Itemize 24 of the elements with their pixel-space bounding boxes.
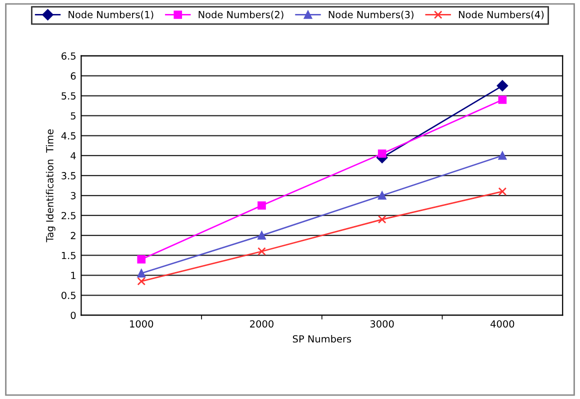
y-tick-label: 3 (70, 192, 76, 200)
y-tick-label: 5 (70, 112, 76, 120)
y-tick-label: 3.5 (62, 172, 76, 180)
y-tick-label: 2 (70, 232, 76, 240)
legend-label: Node Numbers(4) (458, 10, 544, 20)
x-tick-label: 1000 (130, 320, 154, 328)
y-tick-label: 2.5 (62, 212, 76, 220)
legend-label: Node Numbers(3) (328, 10, 414, 20)
y-tick-label: 4.5 (61, 132, 76, 140)
y-tick-label: 0 (70, 312, 76, 320)
y-tick-label: 1.5 (62, 252, 76, 260)
x-tick-label: 2000 (250, 320, 274, 328)
y-tick-label: 6 (70, 72, 76, 80)
x-axis-title: SP Numbers (292, 335, 352, 343)
x-tick-label: 4000 (490, 320, 514, 328)
y-axis-title: Tag Identification Time (46, 129, 56, 242)
x-tick-label: 3000 (370, 320, 394, 328)
y-tick-label: 1 (71, 272, 76, 280)
y-tick-label: 6.5 (62, 52, 76, 60)
y-tick-label: 4 (70, 152, 76, 160)
legend-label: Node Numbers(1) (68, 10, 154, 20)
legend-label: Node Numbers(2) (198, 10, 284, 20)
y-tick-label: 0.5 (62, 292, 76, 300)
y-tick-label: 5.5 (62, 92, 76, 100)
